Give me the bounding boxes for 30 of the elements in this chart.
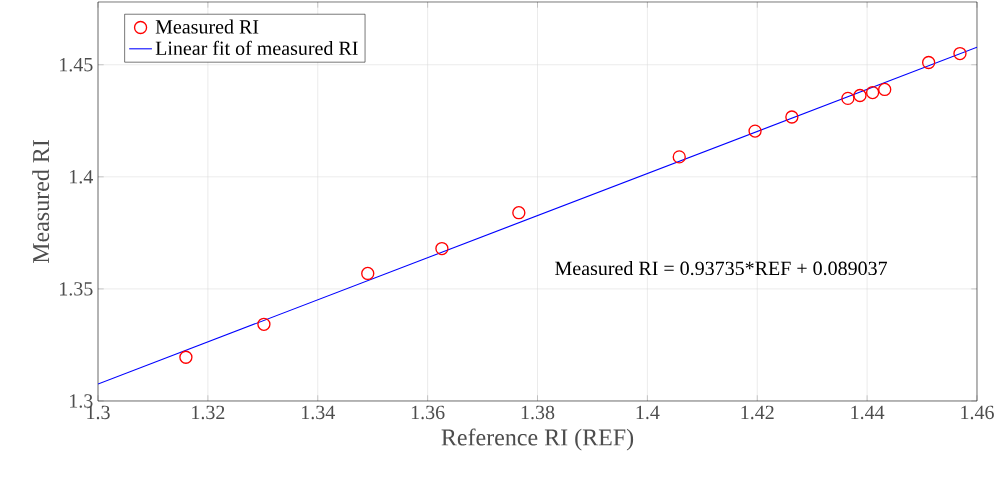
point (748, 124, 762, 138)
legend-label: Measured RI (155, 19, 259, 34)
point (878, 82, 892, 97)
point (361, 266, 375, 281)
point (865, 85, 880, 100)
x-tick-label: 1.42 (741, 405, 774, 420)
annotation: Measured RI = 0.93735*REF + 0.089037 (555, 261, 888, 276)
point (921, 55, 936, 70)
x-tick-label: 1.32 (192, 405, 225, 420)
point (179, 350, 193, 364)
x-tick-label: 1.46 (961, 405, 994, 420)
x-tick-label: 1.44 (851, 405, 885, 420)
point (672, 150, 686, 164)
point (841, 91, 855, 106)
y-tick-label: 1.4 (70, 170, 93, 184)
x-tick-label: 1.38 (521, 405, 555, 420)
x-axis-title: Reference RI (REF) (441, 428, 634, 451)
y-tick-label: 1.45 (60, 58, 93, 72)
point (785, 110, 799, 124)
legend-label: Linear fit of measured RI (155, 40, 358, 56)
y-tick-label: 1.35 (60, 282, 93, 296)
y-axis-title: Measured RI (32, 140, 50, 264)
point (512, 206, 526, 220)
x-tick-label: 1.36 (411, 405, 445, 420)
x-tick-label: 1.34 (302, 405, 335, 420)
point (953, 46, 967, 61)
point (435, 241, 449, 256)
point (257, 317, 271, 331)
point (853, 88, 867, 103)
x-tick-label: 1.4 (636, 405, 660, 420)
